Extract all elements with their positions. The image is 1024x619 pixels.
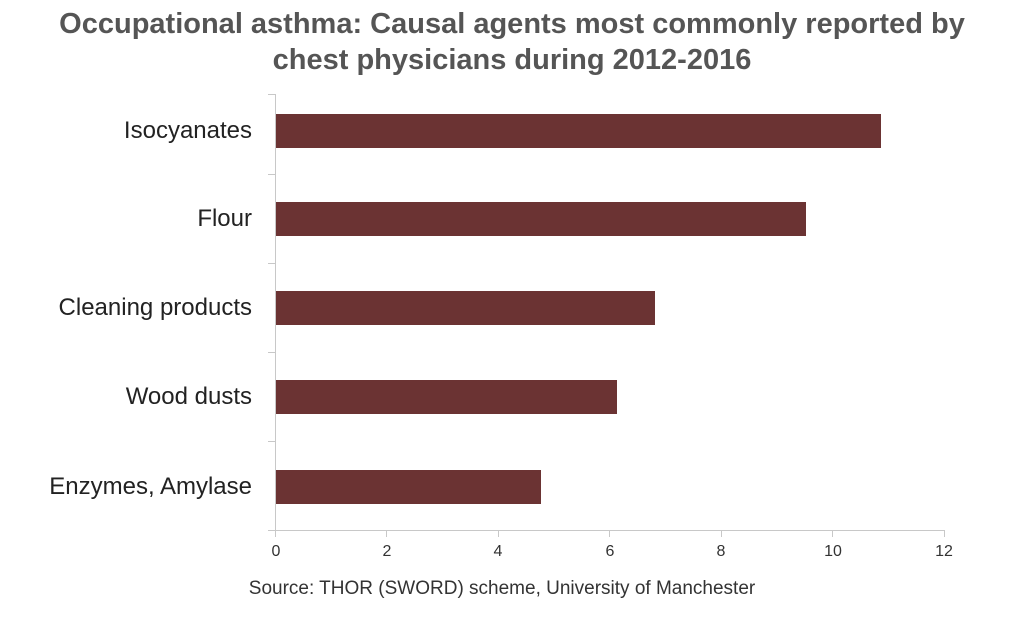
x-tick	[386, 531, 387, 537]
y-tick	[268, 530, 275, 531]
category-label: Flour	[197, 205, 252, 232]
y-tick	[268, 174, 275, 175]
bar-wood-dusts	[276, 380, 617, 414]
source-note: Source: THOR (SWORD) scheme, University …	[248, 578, 756, 599]
x-tick-label: 10	[824, 543, 842, 560]
x-tick-label: 0	[271, 543, 281, 560]
category-label: Wood dusts	[125, 383, 252, 410]
category-label: Isocyanates	[123, 117, 252, 144]
x-tick-label: 8	[716, 543, 726, 560]
x-tick	[944, 531, 945, 537]
bar-isocyanates	[276, 114, 881, 148]
x-tick-label: 12	[935, 543, 953, 560]
x-tick-label: 2	[382, 543, 392, 560]
x-tick	[721, 531, 722, 537]
x-tick-label: 4	[493, 543, 503, 560]
x-tick	[498, 531, 499, 537]
chart-title-line-2: chest physicians during 2012-2016	[272, 44, 752, 76]
x-tick-label: 6	[605, 543, 615, 560]
x-tick	[609, 531, 610, 537]
chart-title-line-1: Occupational asthma: Causal agents most …	[59, 8, 965, 40]
x-tick	[832, 531, 833, 537]
y-tick	[268, 94, 275, 95]
category-label: Cleaning products	[58, 294, 252, 321]
chart-title: Occupational asthma: Causal agents most …	[0, 6, 1024, 78]
y-tick	[268, 263, 275, 264]
plot-area	[268, 94, 945, 537]
y-tick	[268, 352, 275, 353]
y-tick	[268, 441, 275, 442]
x-tick	[275, 531, 276, 537]
y-axis	[275, 94, 276, 531]
category-label: Enzymes, Amylase	[49, 473, 252, 500]
x-axis	[275, 530, 945, 531]
bar-enzymes-amylase	[276, 470, 541, 504]
bar-flour	[276, 202, 806, 236]
bar-cleaning-products	[276, 291, 655, 325]
